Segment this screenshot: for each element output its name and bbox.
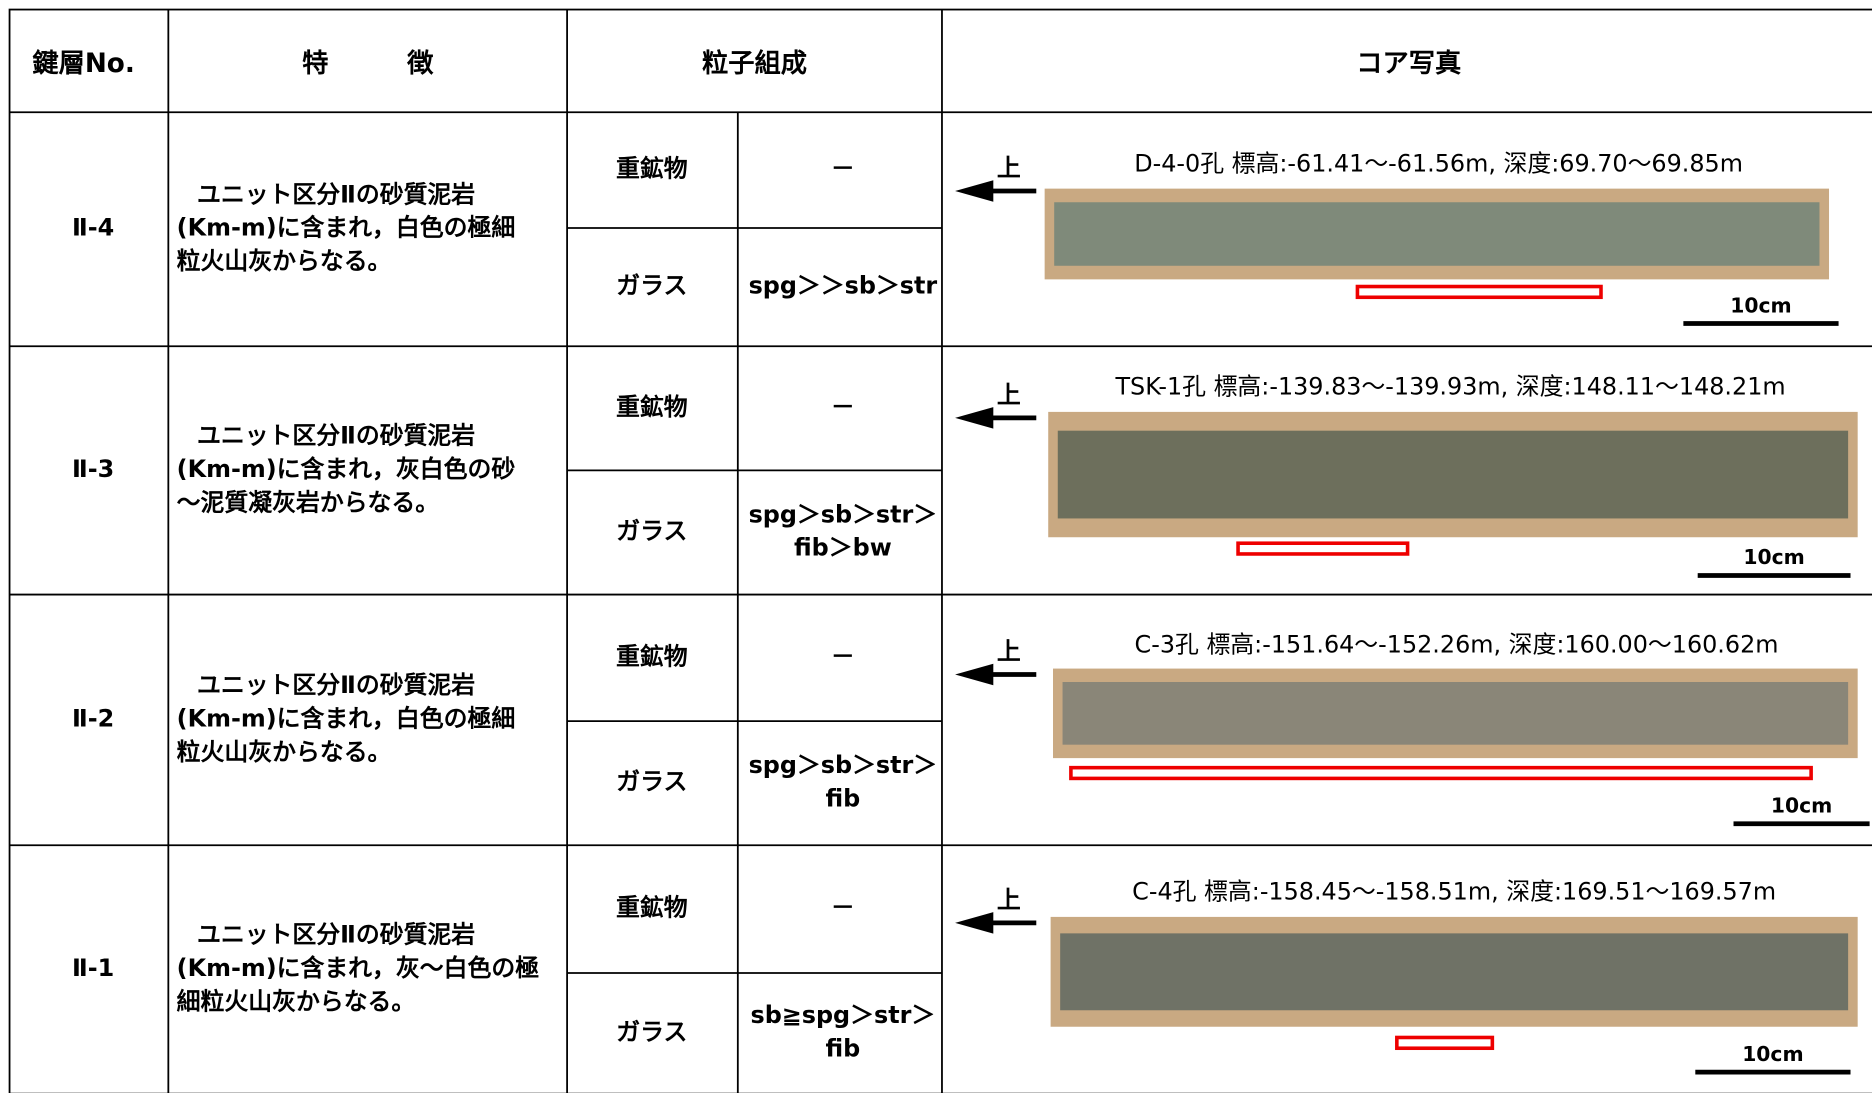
interval [1236, 541, 1410, 556]
glass: sb≧spg＞str＞ [751, 1001, 936, 1029]
heavy: － [831, 393, 855, 421]
heavy-label: 重鉱物 [616, 642, 688, 670]
header: 粒子組成 [702, 48, 807, 79]
glass: fib＞bw [794, 534, 892, 562]
interval [1069, 765, 1813, 781]
key: Ⅱ-4 [72, 214, 114, 242]
description: 細粒火山灰からなる。 [177, 987, 416, 1015]
table-border [8, 8, 1872, 1093]
core [1062, 682, 1849, 745]
arrow-head [955, 180, 994, 202]
interval [1355, 284, 1603, 300]
caption: TSK-1孔 標高:-139.83～-139.93m, 深度:148.11～14… [1114, 373, 1785, 401]
scale-label: 10cm [1730, 293, 1791, 317]
core [1057, 430, 1849, 519]
heavy: － [831, 642, 855, 670]
description: (Km-m)に含まれ，灰～白色の極 [177, 954, 540, 982]
arrow-head [955, 407, 994, 429]
up: 上 [997, 154, 1021, 182]
heavy-label: 重鉱物 [616, 894, 688, 922]
glass: spg＞＞sb＞str [749, 272, 938, 300]
key: Ⅱ-2 [72, 704, 114, 732]
scale-label: 10cm [1771, 794, 1832, 818]
header: 特 徴 [302, 48, 434, 79]
glass-label: ガラス [616, 517, 687, 545]
core [1060, 933, 1849, 1011]
description: (Km-m)に含まれ，白色の極細 [177, 214, 516, 242]
description: ユニット区分Ⅱの砂質泥岩 [197, 421, 475, 449]
description: (Km-m)に含まれ，白色の極細 [177, 704, 516, 732]
scale-label: 10cm [1743, 545, 1804, 569]
description: 粒火山灰からなる。 [177, 247, 392, 275]
description: (Km-m)に含まれ，灰白色の砂 [177, 455, 516, 483]
heavy-label: 重鉱物 [616, 155, 688, 183]
interval [1395, 1035, 1495, 1051]
key: Ⅱ-3 [72, 455, 114, 483]
heavy-label: 重鉱物 [616, 393, 688, 421]
glass-label: ガラス [616, 272, 687, 300]
glass: fib [825, 784, 860, 812]
glass-label: ガラス [616, 1018, 687, 1046]
description: 粒火山灰からなる。 [177, 738, 392, 766]
key: Ⅱ-1 [72, 954, 114, 982]
glass: spg＞sb＞str＞ [749, 500, 938, 528]
arrow-head [955, 912, 994, 934]
glass: fib [825, 1035, 860, 1063]
scale-label: 10cm [1742, 1042, 1803, 1066]
header: 鍵層No. [32, 48, 134, 79]
glass: spg＞sb＞str＞ [749, 751, 938, 779]
glass-label: ガラス [616, 768, 687, 796]
arrow-head [955, 663, 994, 686]
description: ～泥質凝灰岩からなる。 [177, 488, 439, 516]
caption: D-4-0孔 標高:-61.41～-61.56m, 深度:69.70～69.85… [1134, 149, 1743, 177]
description: ユニット区分Ⅱの砂質泥岩 [197, 671, 475, 699]
heavy: － [831, 894, 855, 922]
header: コア写真 [1356, 49, 1461, 79]
core [1054, 202, 1820, 266]
description: ユニット区分Ⅱの砂質泥岩 [197, 921, 475, 949]
caption: C-4孔 標高:-158.45～-158.51m, 深度:169.51～169.… [1132, 878, 1776, 906]
up: 上 [997, 638, 1021, 666]
up: 上 [997, 381, 1021, 409]
caption: C-3孔 標高:-151.64～-152.26m, 深度:160.00～160.… [1135, 630, 1779, 658]
up: 上 [997, 886, 1021, 914]
heavy: － [831, 155, 855, 183]
description: ユニット区分Ⅱの砂質泥岩 [197, 180, 475, 208]
